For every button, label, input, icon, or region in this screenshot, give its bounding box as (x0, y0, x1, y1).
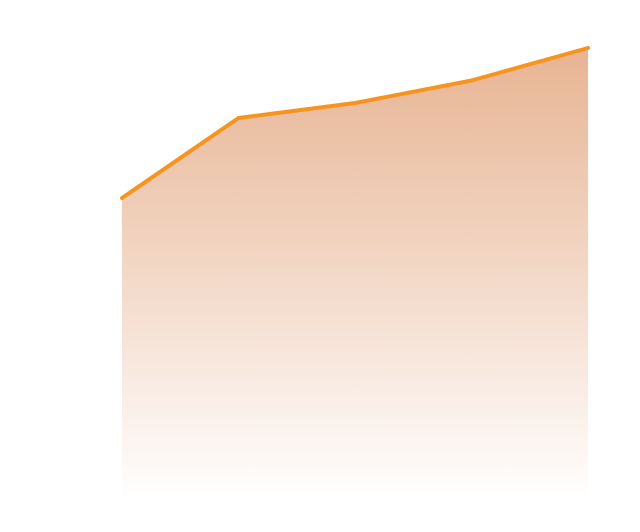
area-fill-layer (122, 48, 588, 500)
series-line-segment (470, 46, 589, 83)
data-point (120, 196, 124, 200)
series-line-segment (120, 116, 240, 200)
data-point (586, 46, 590, 50)
series-line-layer (120, 46, 590, 200)
data-point (469, 78, 474, 83)
series-area-fill (122, 48, 588, 500)
series-line-segment (238, 101, 356, 120)
data-point (353, 101, 357, 105)
data-point (236, 116, 241, 120)
series-line-segment (354, 78, 472, 105)
